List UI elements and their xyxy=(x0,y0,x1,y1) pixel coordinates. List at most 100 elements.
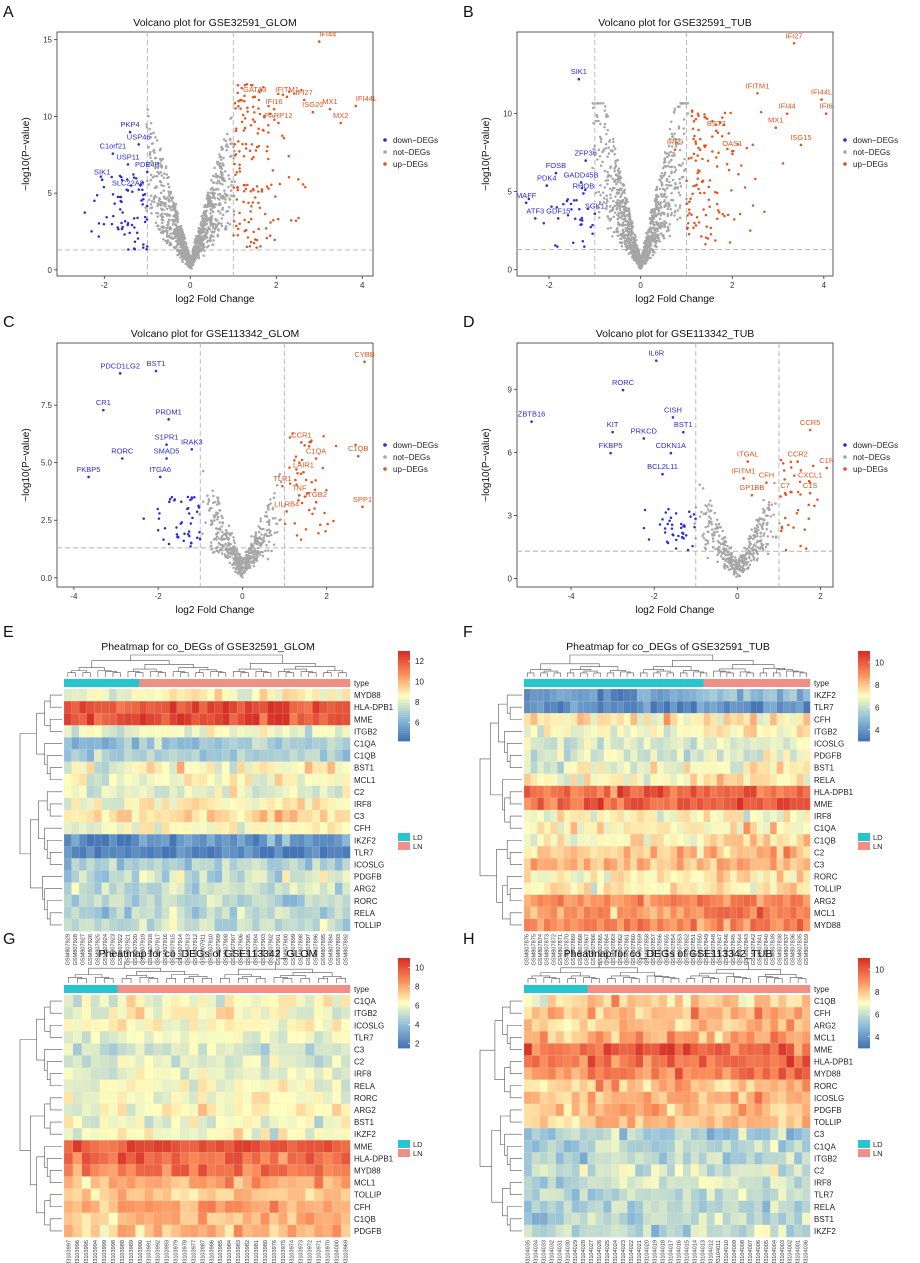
heatmap-cell xyxy=(297,761,306,775)
point-not-deg xyxy=(156,224,159,228)
x-tick-label: 2 xyxy=(274,281,279,290)
heatmap-cell xyxy=(297,701,306,714)
point-up-deg xyxy=(754,177,757,181)
point-not-deg xyxy=(172,203,176,206)
heatmap-cell xyxy=(86,894,95,908)
point-up-deg xyxy=(236,233,240,237)
heatmap-cell xyxy=(237,713,246,726)
heatmap-cell xyxy=(184,894,193,908)
point-up-deg xyxy=(703,113,706,116)
point-not-deg xyxy=(655,193,658,197)
heatmap-cell xyxy=(206,737,215,750)
heatmap-cell xyxy=(169,834,178,847)
point-up-deg xyxy=(292,92,296,95)
point-not-deg xyxy=(673,165,677,169)
heatmap-cell xyxy=(327,773,336,787)
heatmap-cell xyxy=(199,894,208,908)
heatmap-cell xyxy=(730,725,738,738)
point-not-deg xyxy=(599,140,603,144)
x-tick-label: -2 xyxy=(651,592,659,601)
heatmap-cell xyxy=(710,725,718,738)
point-not-deg xyxy=(170,236,173,239)
point-not-deg xyxy=(644,261,648,265)
point-not-deg xyxy=(217,550,220,554)
heatmap-cell xyxy=(259,688,268,702)
point-up-deg xyxy=(799,493,802,496)
heatmap-cell xyxy=(289,713,298,726)
point-not-deg xyxy=(716,546,720,550)
heatmap-cell xyxy=(297,725,306,738)
heatmap-cell xyxy=(116,882,125,896)
heatmap-cell xyxy=(716,688,724,702)
point-not-deg xyxy=(723,535,727,539)
point-not-deg xyxy=(174,215,177,218)
point-not-deg xyxy=(221,197,225,200)
point-not-deg xyxy=(619,237,622,241)
heatmap-cell xyxy=(229,870,238,883)
point-down-deg xyxy=(674,512,678,515)
heatmap-cell xyxy=(763,688,771,702)
heatmap-cell xyxy=(267,858,276,871)
point-up-deg xyxy=(323,511,326,515)
heatmap-cell xyxy=(154,725,163,738)
point-not-deg xyxy=(616,234,620,238)
heatmap-cell xyxy=(327,809,336,823)
point-not-deg xyxy=(276,530,279,534)
point-up-deg xyxy=(236,188,240,192)
type-annotation-cell xyxy=(297,679,306,687)
heatmap-cell xyxy=(109,773,118,787)
point-not-deg xyxy=(221,176,224,180)
point-up-deg xyxy=(326,522,329,526)
heatmap-cell xyxy=(124,688,133,702)
heatmap-cell xyxy=(783,725,791,738)
point-not-deg xyxy=(660,211,664,214)
point-down-deg xyxy=(102,185,106,189)
heatmap-cell xyxy=(663,688,671,702)
point-not-deg xyxy=(216,535,219,538)
dendrogram-branch xyxy=(479,758,497,877)
heatmap-cell xyxy=(78,882,87,896)
point-up-deg xyxy=(245,83,249,86)
point-not-deg xyxy=(641,264,644,267)
heatmap-cell xyxy=(169,822,178,835)
point-not-deg xyxy=(611,235,614,238)
gene-label: CCR1 xyxy=(291,430,311,439)
point-not-deg xyxy=(176,243,179,246)
point-not-deg xyxy=(228,197,231,200)
heatmap-cell xyxy=(237,894,246,908)
point-not-deg xyxy=(220,525,223,528)
point-up-deg xyxy=(690,114,694,118)
heatmap-cell xyxy=(124,701,133,714)
heatmap-cell xyxy=(776,713,784,726)
heatmap-cell xyxy=(756,688,764,702)
heatmap-cell xyxy=(109,918,118,932)
point-not-deg xyxy=(606,227,610,230)
point-up-deg xyxy=(250,205,253,208)
heatmap-cell xyxy=(304,713,313,726)
type-annotation-cell xyxy=(94,679,102,687)
heatmap-cell xyxy=(334,797,343,811)
heatmap-cell xyxy=(297,858,306,871)
point-not-deg xyxy=(163,172,166,175)
point-not-deg xyxy=(231,142,234,145)
heatmap-cell xyxy=(274,809,283,823)
point-not-deg xyxy=(645,231,648,235)
point-not-deg xyxy=(770,503,774,506)
point-down-deg xyxy=(175,533,179,536)
heatmap-cell xyxy=(176,882,185,896)
point-up-deg xyxy=(238,211,241,215)
point-not-deg xyxy=(666,212,670,216)
heatmap-cell xyxy=(206,834,215,847)
heatmap-cell xyxy=(327,858,336,871)
point-not-deg xyxy=(177,238,180,242)
heatmap-cell xyxy=(603,688,611,702)
heatmap-cell xyxy=(124,809,133,823)
heatmap-cell xyxy=(146,761,155,775)
point-up-deg xyxy=(790,466,793,469)
point-not-deg xyxy=(749,542,752,546)
point-up-deg xyxy=(266,145,269,148)
point-not-deg xyxy=(258,536,261,539)
dendrogram-branch xyxy=(506,743,522,762)
point-not-deg xyxy=(218,509,222,512)
